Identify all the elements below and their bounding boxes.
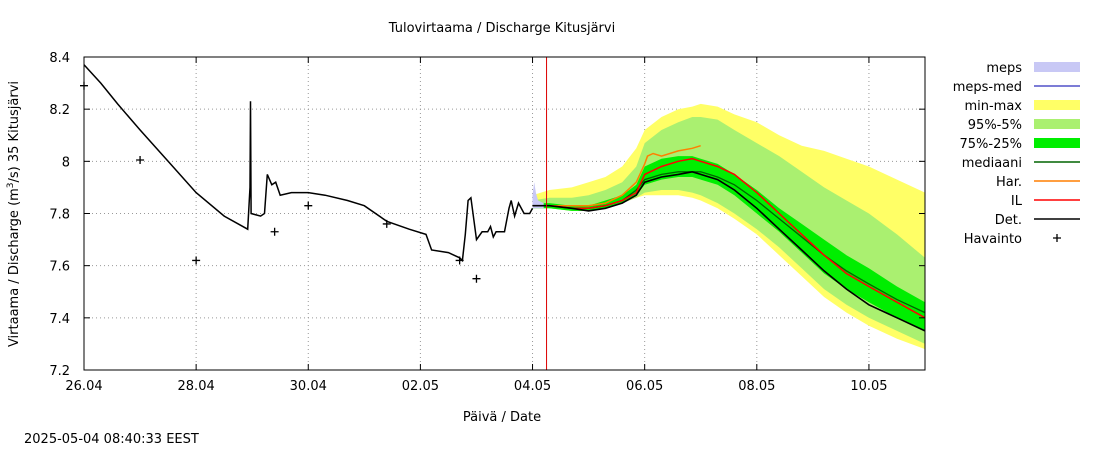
y-axis-label-main: Virtaama / Discharge (m bbox=[7, 188, 22, 347]
y-tick-label: 8.4 bbox=[49, 51, 70, 66]
legend-label-det: Det. bbox=[995, 213, 1022, 228]
legend: meps meps-med min-max 95%-5% 75%-25% mediaani… bbox=[953, 61, 1080, 247]
observation-marker bbox=[382, 219, 391, 228]
observation-marker bbox=[455, 256, 464, 265]
line-il bbox=[532, 157, 926, 319]
line-det-forecast bbox=[532, 170, 926, 332]
chart-title: Tulovirtaama / Discharge Kitusjärvi bbox=[388, 21, 615, 36]
band-meps bbox=[532, 182, 544, 209]
y-axis-label: Virtaama / Discharge (m3/s) 35 Kitusjärv… bbox=[6, 81, 22, 347]
legend-label-mediaani: mediaani bbox=[962, 156, 1022, 171]
series-lines bbox=[83, 57, 926, 370]
legend-label-p95_5: 95%-5% bbox=[968, 118, 1022, 133]
x-axis-label: Päivä / Date bbox=[463, 410, 541, 425]
x-tick-label: 06.05 bbox=[626, 379, 663, 394]
observation-marker bbox=[270, 227, 279, 236]
observation-marker bbox=[192, 256, 201, 265]
line-det-history bbox=[83, 64, 534, 263]
legend-label-har: Har. bbox=[996, 175, 1022, 190]
y-tick-label: 8 bbox=[62, 155, 70, 170]
legend-swatch-havainto bbox=[1053, 234, 1061, 242]
legend-swatch-min_max bbox=[1034, 100, 1080, 110]
grid bbox=[84, 57, 925, 370]
legend-swatch-p95_5 bbox=[1034, 119, 1080, 129]
observation-marker bbox=[136, 156, 145, 165]
line-har bbox=[532, 144, 701, 207]
legend-label-meps_med: meps-med bbox=[953, 80, 1022, 95]
y-axis-label-sup: 3 bbox=[6, 182, 16, 188]
x-tick-label: 10.05 bbox=[850, 379, 887, 394]
observation-marker bbox=[472, 274, 481, 283]
legend-label-meps: meps bbox=[986, 61, 1022, 76]
timestamp: 2025-05-04 08:40:33 EEST bbox=[24, 432, 199, 447]
band-75-25 bbox=[532, 156, 925, 331]
legend-swatch-meps bbox=[1034, 62, 1080, 72]
y-tick-label: 8.2 bbox=[49, 103, 70, 118]
y-axis-label-tail: /s) 35 Kitusjärvi bbox=[7, 81, 22, 183]
x-tick-label: 08.05 bbox=[738, 379, 775, 394]
x-tick-label: 30.04 bbox=[290, 379, 327, 394]
legend-label-min_max: min-max bbox=[964, 99, 1022, 114]
legend-swatch-p75_25 bbox=[1034, 138, 1080, 148]
observation-markers bbox=[80, 81, 481, 283]
observation-marker bbox=[304, 201, 313, 210]
y-axis-ticks: 7.2 7.4 7.6 7.8 8 8.2 8.4 bbox=[49, 51, 925, 379]
x-axis-ticks: 26.04 28.04 30.04 02.05 04.05 06.05 08.05 10.05 bbox=[65, 57, 888, 394]
x-tick-label: 26.04 bbox=[65, 379, 102, 394]
legend-label-il: IL bbox=[1011, 194, 1023, 209]
bands bbox=[532, 103, 925, 350]
y-tick-label: 7.8 bbox=[49, 208, 70, 223]
y-tick-label: 7.4 bbox=[49, 312, 70, 327]
x-tick-label: 28.04 bbox=[178, 379, 215, 394]
legend-label-havainto: Havainto bbox=[964, 232, 1022, 247]
y-tick-label: 7.6 bbox=[49, 260, 70, 275]
band-95-5 bbox=[532, 117, 925, 344]
y-tick-label: 7.2 bbox=[49, 364, 70, 379]
legend-label-p75_25: 75%-25% bbox=[960, 137, 1022, 152]
x-tick-label: 04.05 bbox=[514, 379, 551, 394]
x-tick-label: 02.05 bbox=[402, 379, 439, 394]
